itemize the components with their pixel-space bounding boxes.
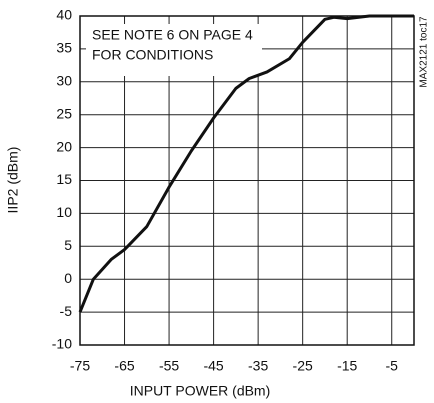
x-axis-label: INPUT POWER (dBm) — [130, 383, 271, 399]
y-tick-label: 5 — [64, 237, 72, 253]
y-tick-label: 35 — [56, 40, 72, 56]
y-tick-label: -5 — [60, 303, 73, 319]
y-axis-label: IIP2 (dBm) — [5, 147, 21, 214]
y-tick-label: 10 — [56, 204, 72, 220]
plot-frame — [79, 15, 415, 346]
x-tick-label: -55 — [159, 358, 179, 374]
annotation: SEE NOTE 6 ON PAGE 4 — [92, 27, 253, 43]
annotation-box — [86, 24, 262, 76]
figure-id: MAX2121 toc17 — [419, 16, 430, 88]
annotation: FOR CONDITIONS — [92, 47, 213, 63]
y-tick-label: -10 — [52, 336, 72, 352]
data-line — [78, 14, 414, 313]
y-tick-label: 25 — [56, 105, 72, 121]
x-tick-label: -45 — [203, 358, 223, 374]
x-tick-label: -5 — [386, 358, 399, 374]
x-tick-label: -25 — [293, 358, 313, 374]
x-tick-label: -35 — [248, 358, 268, 374]
y-tick-label: 15 — [56, 171, 72, 187]
y-tick-label: 40 — [56, 7, 72, 23]
y-tick-label: 20 — [56, 138, 72, 154]
x-tick-label: -75 — [70, 358, 90, 374]
y-tick-label: 30 — [56, 73, 72, 89]
x-tick-label: -65 — [114, 358, 134, 374]
y-tick-label: 0 — [64, 270, 72, 286]
x-tick-label: -15 — [337, 358, 357, 374]
